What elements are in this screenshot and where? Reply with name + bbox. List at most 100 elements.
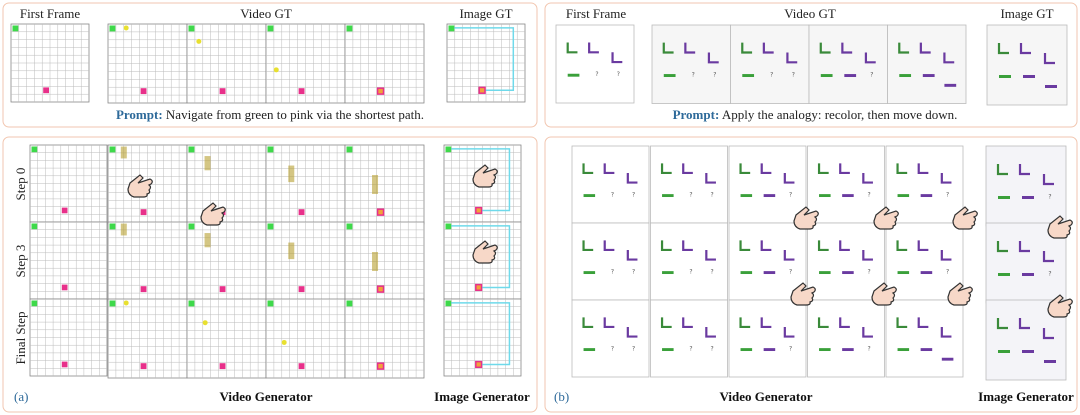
shape [919, 42, 931, 54]
shape [682, 163, 693, 175]
shape [862, 249, 873, 261]
start-cell [448, 25, 455, 32]
bar [897, 271, 910, 275]
shape [739, 163, 751, 175]
shape [943, 52, 955, 64]
shape [817, 240, 829, 252]
start-cell [346, 146, 353, 153]
unknown: ? [868, 269, 871, 276]
bar [842, 194, 854, 198]
trail [120, 223, 127, 236]
bar [842, 348, 854, 352]
hand-icon [952, 206, 978, 230]
goal-cell [219, 88, 226, 95]
shape [996, 164, 1008, 176]
bar [662, 271, 674, 275]
bar [740, 348, 753, 352]
shape [917, 163, 929, 175]
frame [807, 299, 885, 378]
shape [1018, 318, 1030, 330]
bar [740, 271, 753, 275]
start-cell [346, 25, 353, 32]
unknown: ? [789, 346, 792, 353]
hand-icon [873, 206, 899, 230]
shape [996, 241, 1008, 253]
trail [204, 156, 211, 171]
unknown: ? [711, 192, 714, 199]
unknown: ? [611, 346, 614, 353]
start-cell [188, 223, 195, 230]
frame [885, 299, 964, 378]
goal-cell [140, 363, 147, 370]
unknown: ? [711, 346, 714, 353]
footer: Image Generator [978, 389, 1074, 404]
shape [940, 326, 952, 338]
trail [120, 146, 127, 159]
bar [899, 74, 912, 78]
trail [372, 175, 379, 194]
row-label: Step 0 [13, 168, 28, 201]
unknown: ? [870, 72, 873, 79]
shape [760, 240, 772, 252]
shape [862, 172, 873, 184]
goal-cell [376, 87, 385, 95]
bar [1022, 196, 1034, 199]
shape [739, 317, 751, 329]
trail [288, 242, 295, 260]
unknown: ? [689, 346, 692, 353]
goal-cell [219, 363, 226, 370]
goal-cell [61, 361, 68, 368]
frame [985, 145, 1067, 227]
shape [611, 52, 623, 64]
shape [603, 163, 615, 175]
shape [626, 249, 638, 261]
hand-icon [127, 174, 153, 198]
bar [998, 273, 1010, 276]
bar [998, 350, 1010, 353]
goal-cell [61, 207, 68, 214]
bar [897, 194, 910, 198]
shape [760, 163, 772, 175]
bar [920, 271, 933, 275]
shape [783, 326, 795, 338]
prompt: Prompt: Apply the analogy: recolor, then… [673, 107, 958, 122]
goal-cell [43, 87, 49, 94]
shape [997, 43, 1009, 55]
frame [728, 222, 807, 301]
frame [728, 145, 807, 224]
unknown: ? [611, 269, 614, 276]
frame [808, 24, 888, 104]
goal-cell [61, 284, 68, 291]
bar [842, 271, 854, 275]
unknown: ? [692, 72, 695, 79]
start-cell [109, 223, 116, 230]
hand-icon [947, 282, 973, 306]
shape [917, 240, 929, 252]
unknown: ? [868, 346, 871, 353]
shape [839, 240, 850, 252]
unknown: ? [595, 71, 598, 78]
frame [650, 145, 728, 224]
goal-cell [298, 286, 305, 293]
shape [1019, 43, 1031, 55]
shape [1042, 174, 1054, 186]
hand-icon [472, 164, 498, 188]
shape [705, 326, 716, 338]
bar [763, 348, 776, 352]
shape [566, 42, 578, 54]
panel-label: (a) [14, 389, 28, 404]
unknown: ? [711, 269, 714, 276]
shape [660, 240, 672, 252]
panel-label: (b) [554, 389, 569, 404]
unknown: ? [1048, 271, 1051, 278]
shape [786, 52, 798, 64]
frame [807, 145, 885, 224]
start-cell [445, 146, 452, 153]
frame [728, 299, 807, 378]
shape [896, 317, 908, 329]
unknown: ? [632, 346, 635, 353]
shape [819, 42, 831, 54]
start-cell [267, 300, 274, 307]
hand-icon [871, 282, 897, 306]
